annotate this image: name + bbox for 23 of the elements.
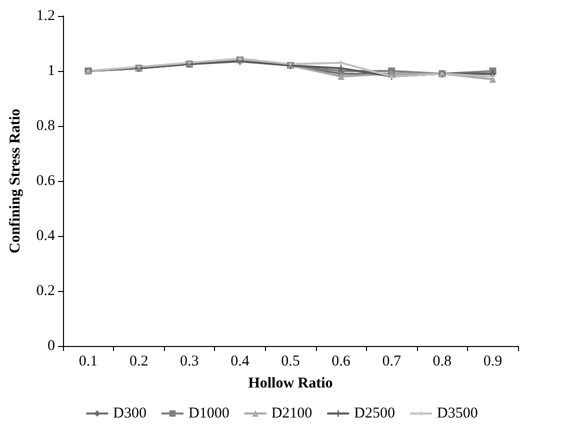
x-tick-label: 0.8 bbox=[432, 354, 452, 370]
x-tick-label: 0.3 bbox=[180, 354, 199, 370]
legend-label: D300 bbox=[113, 406, 147, 422]
x-tick-label: 0.6 bbox=[332, 354, 351, 370]
x-tick-label: 0.9 bbox=[483, 354, 502, 370]
legend-label: D3500 bbox=[437, 406, 478, 422]
y-tick-label: 0 bbox=[48, 338, 55, 354]
y-tick-label: 1 bbox=[48, 63, 55, 79]
y-tick-label: 0.4 bbox=[36, 228, 56, 244]
y-tick-label: 0.8 bbox=[36, 118, 55, 134]
x-tick-label: 0.7 bbox=[382, 354, 402, 370]
y-tick-label: 0.6 bbox=[36, 173, 56, 189]
legend-label: D2100 bbox=[271, 406, 312, 422]
y-axis-title: Confining Stress Ratio bbox=[8, 108, 24, 254]
x-axis-title: Hollow Ratio bbox=[248, 376, 333, 392]
legend-label: D2500 bbox=[354, 406, 396, 422]
legend-label: D1000 bbox=[188, 406, 230, 422]
x-tick-label: 0.2 bbox=[129, 354, 148, 370]
x-tick-label: 0.1 bbox=[78, 354, 98, 370]
x-tick-label: 0.5 bbox=[281, 354, 300, 370]
x-tick-label: 0.4 bbox=[230, 354, 250, 370]
y-tick-label: 0.2 bbox=[36, 283, 55, 299]
y-tick-label: 1.2 bbox=[36, 8, 55, 24]
